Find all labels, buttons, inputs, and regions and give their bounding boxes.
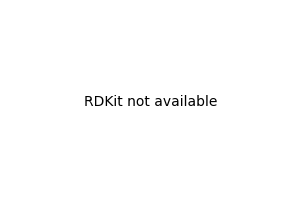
Text: RDKit not available: RDKit not available <box>84 95 218 109</box>
